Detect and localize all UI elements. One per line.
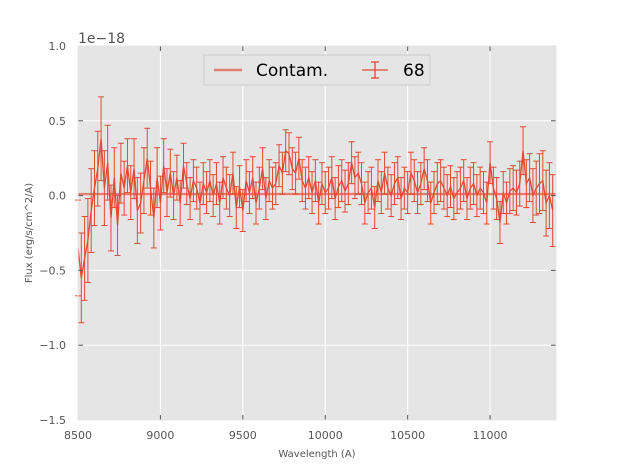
x-axis-label: Wavelength (A) [278,449,355,460]
x-tick-label: 10500 [390,429,425,442]
y-tick-label: −1.0 [39,339,66,352]
y-tick-label: −0.5 [39,264,66,277]
y-axis-label: Flux (erg/s/cm^2/A) [24,183,35,283]
legend-contam-label: Contam. [256,61,328,81]
x-tick-label: 11000 [473,429,508,442]
x-tick-label: 10000 [308,429,343,442]
plot-frame [77,45,557,421]
plot-background [78,46,556,420]
y-tick-label: 0.0 [49,190,67,203]
legend-68-label: 68 [403,61,425,81]
y-tick-label: 1.0 [49,40,67,53]
x-tick-label: 9000 [146,429,174,442]
series-68-line [77,138,554,278]
y-offset-text: 1e−18 [78,31,125,47]
legend-errorbar-swatch [362,61,388,79]
series-layer [75,96,556,324]
ticks: 8500 9000 9500 10000 10500 11000 −1.5 −1.0 −0.5 0… [39,40,557,442]
y-tick-label: 0.5 [49,115,67,128]
legend: Contam. 68 [203,54,431,86]
y-tick-label: −1.5 [39,414,66,427]
x-tick-label: 8500 [64,429,92,442]
x-tick-label: 9500 [229,429,257,442]
